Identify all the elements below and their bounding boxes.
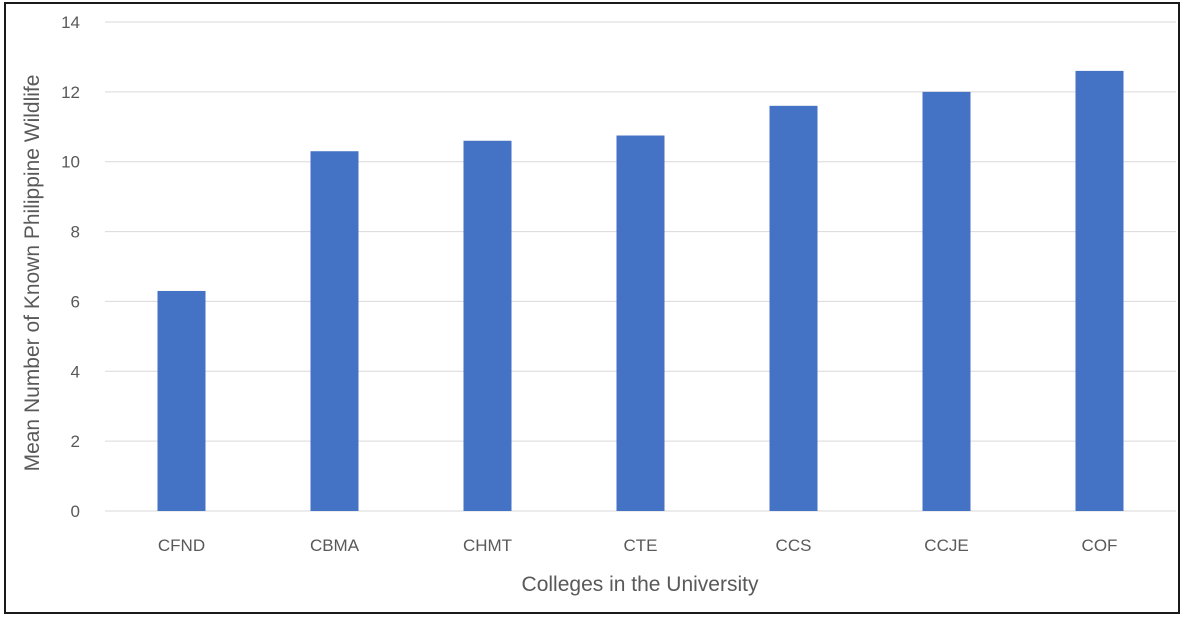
- x-axis-title: Colleges in the University: [522, 573, 759, 596]
- y-tick-label: 2: [71, 432, 80, 451]
- bar-ccs: [769, 105, 818, 511]
- y-tick-label: 14: [61, 13, 80, 32]
- x-tick-label-cbma: CBMA: [310, 536, 360, 555]
- bar-cbma: [310, 151, 359, 511]
- bars: [157, 70, 1124, 512]
- y-tick-label: 4: [71, 362, 80, 381]
- x-tick-label-chmt: CHMT: [463, 536, 512, 555]
- bar-cof: [1075, 70, 1124, 512]
- x-tick-label-cte: CTE: [624, 536, 658, 555]
- y-tick-labels: 0 2 4 6 8 10 12 14: [61, 13, 80, 521]
- x-tick-label-cof: COF: [1082, 536, 1118, 555]
- bar-chmt: [463, 140, 512, 511]
- bar-ccje: [922, 91, 971, 511]
- x-tick-label-ccje: CCJE: [924, 536, 968, 555]
- x-tick-labels: CFND CBMA CHMT CTE CCS CCJE COF: [158, 536, 1118, 555]
- y-tick-label: 6: [71, 292, 80, 311]
- y-axis-title: Mean Number of Known Philippine Wildlife: [21, 75, 44, 472]
- y-tick-label: 0: [71, 502, 80, 521]
- x-tick-label-cfnd: CFND: [158, 536, 205, 555]
- y-tick-label: 10: [61, 153, 80, 172]
- x-tick-label-ccs: CCS: [776, 536, 812, 555]
- y-tick-label: 8: [71, 223, 80, 242]
- bar-cte: [616, 135, 665, 511]
- y-tick-label: 12: [61, 83, 80, 102]
- bar-cfnd: [157, 290, 206, 511]
